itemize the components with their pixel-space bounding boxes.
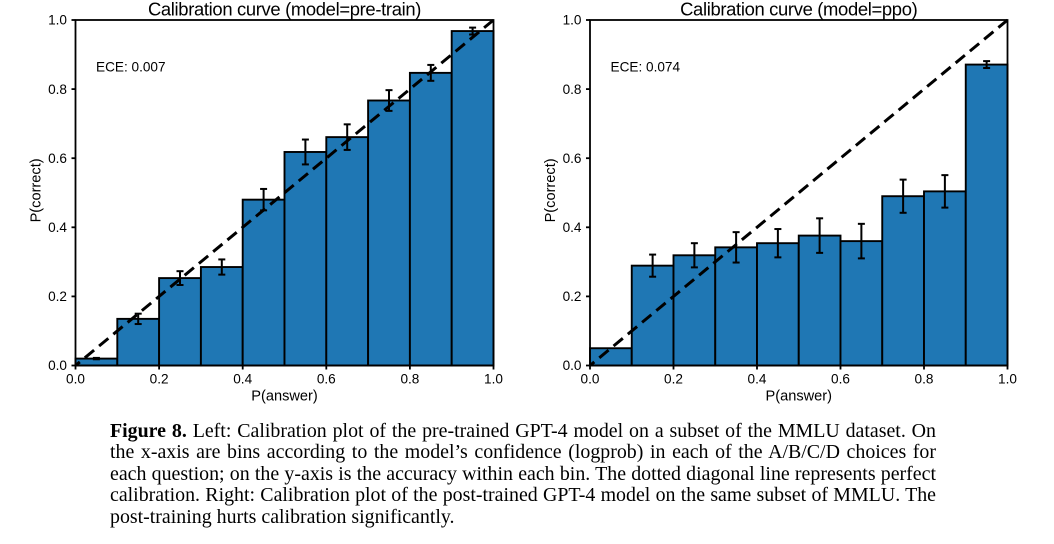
svg-text:1.0: 1.0: [563, 13, 582, 28]
svg-text:Calibration curve (model=pre-t: Calibration curve (model=pre-train): [148, 0, 421, 20]
svg-text:0.6: 0.6: [563, 151, 582, 166]
svg-text:0.4: 0.4: [48, 220, 67, 235]
svg-text:0.4: 0.4: [748, 372, 767, 387]
svg-text:0.6: 0.6: [48, 151, 67, 166]
svg-text:0.6: 0.6: [831, 372, 850, 387]
svg-text:0.8: 0.8: [48, 82, 67, 97]
svg-text:0.0: 0.0: [563, 358, 582, 373]
svg-text:P(answer): P(answer): [251, 389, 318, 405]
svg-text:0.4: 0.4: [233, 372, 252, 387]
svg-text:ECE: 0.007: ECE: 0.007: [96, 60, 166, 75]
svg-text:0.2: 0.2: [563, 289, 582, 304]
svg-text:0.8: 0.8: [915, 372, 934, 387]
svg-text:1.0: 1.0: [48, 13, 67, 28]
svg-text:0.8: 0.8: [400, 372, 419, 387]
svg-text:0.2: 0.2: [150, 372, 169, 387]
svg-text:0.4: 0.4: [563, 220, 582, 235]
svg-text:Calibration curve (model=ppo): Calibration curve (model=ppo): [680, 0, 917, 20]
svg-text:0.2: 0.2: [664, 372, 683, 387]
svg-text:P(correct): P(correct): [29, 158, 45, 222]
svg-text:0.0: 0.0: [581, 372, 600, 387]
svg-text:0.8: 0.8: [563, 82, 582, 97]
svg-text:1.0: 1.0: [484, 372, 503, 387]
svg-text:0.0: 0.0: [66, 372, 85, 387]
svg-text:0.6: 0.6: [317, 372, 336, 387]
svg-text:ECE: 0.074: ECE: 0.074: [611, 60, 681, 75]
svg-text:P(correct): P(correct): [543, 158, 559, 222]
svg-text:P(answer): P(answer): [766, 389, 833, 405]
svg-text:1.0: 1.0: [998, 372, 1017, 387]
svg-text:0.0: 0.0: [48, 358, 67, 373]
svg-text:0.2: 0.2: [48, 289, 67, 304]
